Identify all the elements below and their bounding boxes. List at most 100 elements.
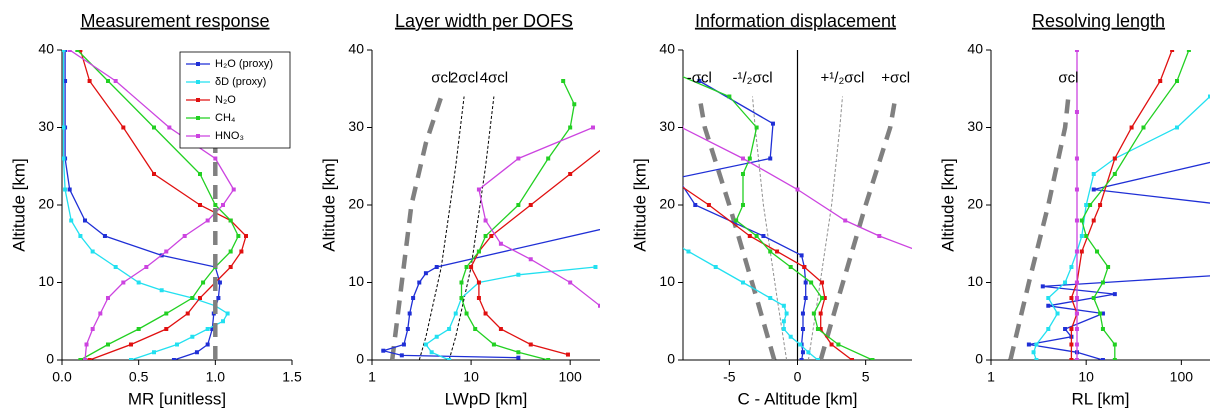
point — [1112, 172, 1117, 176]
point — [429, 350, 434, 355]
curve-label: σcl — [1058, 69, 1078, 86]
point — [210, 327, 215, 331]
x-tick-label: 5 — [862, 369, 870, 385]
point — [1112, 342, 1117, 347]
point — [815, 327, 820, 331]
point — [405, 327, 410, 331]
point — [836, 342, 841, 347]
x-tick-label: 10 — [463, 369, 479, 385]
point — [1069, 327, 1074, 331]
point — [1079, 218, 1084, 223]
point — [1091, 187, 1096, 192]
y-tick-label: 20 — [38, 196, 54, 212]
x-tick-label: 0.5 — [129, 369, 149, 385]
point — [761, 234, 766, 238]
point — [591, 125, 596, 130]
point — [809, 280, 814, 285]
panel-title: Layer width per DOFS — [395, 11, 573, 31]
point — [459, 280, 464, 285]
point — [113, 79, 118, 83]
point — [190, 334, 195, 339]
point — [491, 342, 496, 347]
point — [803, 296, 808, 300]
point — [113, 265, 118, 269]
curve-label: -¹/₂σcl — [732, 69, 772, 86]
point — [1112, 292, 1117, 297]
series-line — [424, 266, 596, 360]
point — [800, 327, 805, 331]
point — [1106, 265, 1111, 269]
reference-curve — [752, 96, 788, 360]
point — [198, 172, 202, 176]
point — [697, 79, 702, 83]
x-tick-label: 1.5 — [282, 369, 302, 385]
point — [90, 249, 95, 254]
point — [90, 327, 95, 331]
point — [516, 350, 521, 355]
point — [1074, 218, 1079, 223]
y-tick-label: 40 — [38, 41, 54, 57]
panel: Resolving length RL [km] Altitude [km] 0 10 2… — [938, 11, 1210, 408]
point — [221, 203, 225, 207]
panel: Measurement response MR [unitless] Altitud… — [9, 11, 301, 409]
legend: H₂O (proxy) δD (proxy) N₂O CH₄ HNO₃ — [179, 51, 291, 149]
point — [453, 311, 458, 316]
panel-title: Resolving length — [1032, 11, 1165, 31]
point — [768, 156, 773, 161]
point — [1074, 110, 1079, 114]
x-axis-label: MR [unitless] — [128, 389, 226, 408]
point — [87, 79, 92, 83]
point — [754, 234, 759, 238]
point — [423, 271, 428, 276]
series-line — [1028, 161, 1210, 360]
plot-area — [380, 79, 612, 360]
point — [795, 187, 800, 192]
point — [1098, 203, 1103, 207]
point — [483, 234, 488, 238]
reference-curve — [807, 96, 843, 360]
point — [1074, 156, 1079, 161]
point — [1186, 50, 1191, 52]
point — [568, 172, 573, 176]
series-line — [460, 80, 575, 360]
point — [820, 280, 825, 285]
point — [565, 352, 570, 357]
x-tick-label: 1 — [987, 369, 995, 385]
point — [870, 358, 875, 360]
legend-label: CH₄ — [215, 112, 236, 124]
point — [1074, 296, 1079, 300]
point — [1100, 280, 1105, 285]
plot-area — [62, 50, 248, 360]
y-tick-label: 0 — [46, 351, 54, 367]
point — [1170, 50, 1175, 52]
x-tick-label: 10 — [1078, 369, 1094, 385]
point — [464, 265, 469, 269]
point — [800, 311, 805, 316]
point — [164, 249, 169, 254]
point — [469, 265, 474, 269]
point — [78, 358, 83, 360]
point — [1074, 249, 1079, 254]
y-tick-label: 10 — [659, 273, 675, 289]
curve-label: +σcl — [881, 69, 910, 86]
point — [608, 141, 612, 145]
point — [673, 180, 677, 184]
point — [1100, 311, 1105, 316]
point — [740, 280, 745, 285]
panel-title: Measurement response — [80, 11, 269, 31]
point — [1055, 311, 1060, 316]
point — [205, 342, 210, 347]
point — [918, 250, 922, 254]
point — [568, 280, 573, 285]
point — [788, 265, 793, 269]
point — [788, 334, 793, 339]
point — [83, 358, 87, 360]
point — [1046, 296, 1051, 300]
point — [1034, 358, 1039, 360]
point — [706, 203, 711, 207]
point — [798, 342, 803, 347]
point — [62, 156, 66, 161]
point — [740, 172, 745, 176]
point — [1074, 327, 1079, 331]
legend-marker — [196, 134, 200, 138]
